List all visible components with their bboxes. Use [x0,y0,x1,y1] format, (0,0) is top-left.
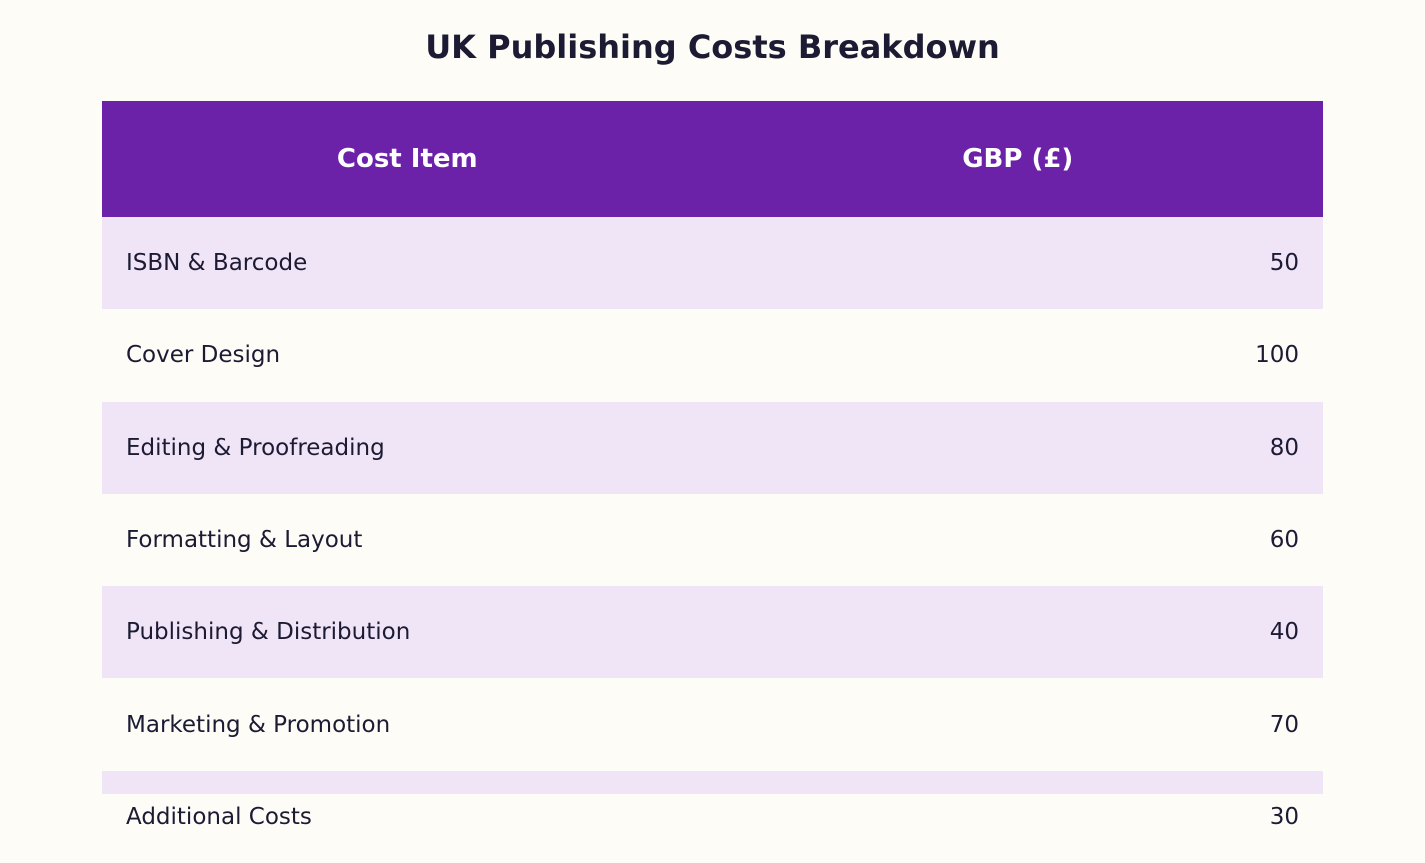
cost-item: Publishing & Distribution [102,586,713,679]
table-row: Cover Design 100 [102,309,1323,401]
table-row: Additional Costs 30 [102,770,1323,863]
table-body: ISBN & Barcode 50 Cover Design 100 Editing &… [102,217,1323,863]
cost-item: Formatting & Layout [126,527,363,554]
cost-value: 80 [712,401,1323,494]
cost-value: 40 [712,586,1323,679]
cost-value: 70 [1269,711,1299,738]
cost-item: ISBN & Barcode [102,217,713,310]
table-row: Marketing & Promotion 70 [102,678,1323,770]
cost-value: 60 [1269,527,1299,554]
table-row: Formatting & Layout 60 [102,494,1323,586]
table-row: Editing & Proofreading 80 [102,401,1323,494]
page-title: UK Publishing Costs Breakdown [425,28,1000,66]
table-head: Cost Item GBP (£) [102,101,1323,217]
cost-item: Cover Design [126,342,281,369]
cost-item: Editing & Proofreading [102,401,713,494]
table-row: ISBN & Barcode 50 [102,217,1323,310]
cost-value: 50 [712,217,1323,310]
header-cell: Cost Item [102,101,713,217]
header-row: Cost Item GBP (£) [102,101,1323,217]
header-cell: GBP (£) [712,101,1323,217]
page: UK Publishing Costs Breakdown Cost Item … [102,28,1323,863]
table-row: Publishing & Distribution 40 [102,586,1323,679]
cost-item: Additional Costs [102,770,713,863]
cost-item: Marketing & Promotion [126,711,391,738]
cost-value: 30 [712,770,1323,863]
cost-value: 100 [1255,342,1299,369]
cost-table: Cost Item GBP (£) ISBN & Barcode 50 Cover … [102,101,1323,863]
